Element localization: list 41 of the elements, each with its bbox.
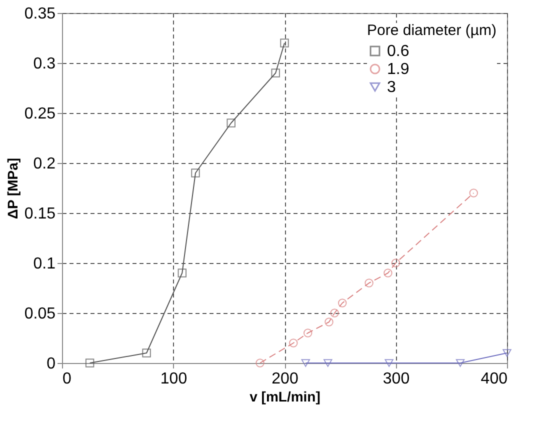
x-tick-label: 300 <box>382 370 410 388</box>
point <box>469 188 478 198</box>
x-tick-label: 100 <box>160 370 188 388</box>
y-tick-label: 0.2 <box>33 156 56 172</box>
x-tick-label: 400 <box>480 370 508 388</box>
point <box>256 358 264 368</box>
point <box>280 38 289 48</box>
y-tick-label: 0.35 <box>24 6 56 22</box>
x-tick-label: 200 <box>272 370 298 388</box>
x-tick-label: 0 <box>62 370 72 388</box>
y-tick-label: 0.1 <box>33 256 56 272</box>
point <box>301 359 310 367</box>
point <box>456 359 465 367</box>
point <box>330 308 339 318</box>
point <box>271 68 280 78</box>
point <box>191 168 200 178</box>
y-tick-label: 0.25 <box>24 106 56 122</box>
y-tick-label: 0.3 <box>33 56 56 72</box>
point <box>226 118 236 128</box>
legend-label: 1.9 <box>387 61 410 78</box>
point <box>502 349 512 357</box>
point <box>178 268 187 278</box>
legend-title: Pore diameter (µm) <box>367 22 497 39</box>
point <box>303 328 312 338</box>
point <box>324 318 334 326</box>
legend-label: 3 <box>387 79 396 96</box>
y-tick-label: 0.15 <box>24 206 56 222</box>
y-axis-title: ΔP [MPa] <box>4 158 20 220</box>
point <box>384 359 394 367</box>
legend-label: 0.6 <box>387 43 410 60</box>
point <box>338 298 347 308</box>
y-tick-label: 0.05 <box>24 306 56 322</box>
x-axis-title: v [mL/min] <box>250 388 320 404</box>
point <box>289 338 298 348</box>
y-tick-label: 0 <box>46 356 56 372</box>
point <box>364 278 374 288</box>
point <box>142 348 151 358</box>
point <box>384 268 392 278</box>
point <box>324 359 332 367</box>
point <box>391 258 400 268</box>
point <box>85 358 94 368</box>
